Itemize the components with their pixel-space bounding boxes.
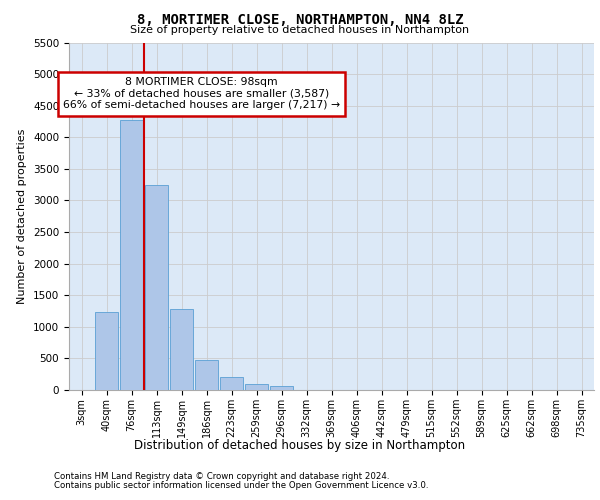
Bar (95, 312, 118, 390)
Y-axis label: Number of detached properties: Number of detached properties (17, 128, 28, 304)
Text: 8 MORTIMER CLOSE: 98sqm
← 33% of detached houses are smaller (3,587)
66% of semi: 8 MORTIMER CLOSE: 98sqm ← 33% of detache… (63, 78, 340, 110)
Bar (195, 360, 218, 390)
Bar (220, 378, 243, 390)
Bar (170, 309, 193, 390)
Text: 8, MORTIMER CLOSE, NORTHAMPTON, NN4 8LZ: 8, MORTIMER CLOSE, NORTHAMPTON, NN4 8LZ (137, 12, 463, 26)
Bar (120, 120, 143, 390)
Text: Size of property relative to detached houses in Northampton: Size of property relative to detached ho… (130, 25, 470, 35)
Bar (145, 184, 168, 390)
Text: Contains HM Land Registry data © Crown copyright and database right 2024.: Contains HM Land Registry data © Crown c… (54, 472, 389, 481)
Text: Contains public sector information licensed under the Open Government Licence v3: Contains public sector information licen… (54, 481, 428, 490)
Bar (245, 384, 268, 390)
Text: Distribution of detached houses by size in Northampton: Distribution of detached houses by size … (134, 440, 466, 452)
Bar (270, 386, 293, 390)
